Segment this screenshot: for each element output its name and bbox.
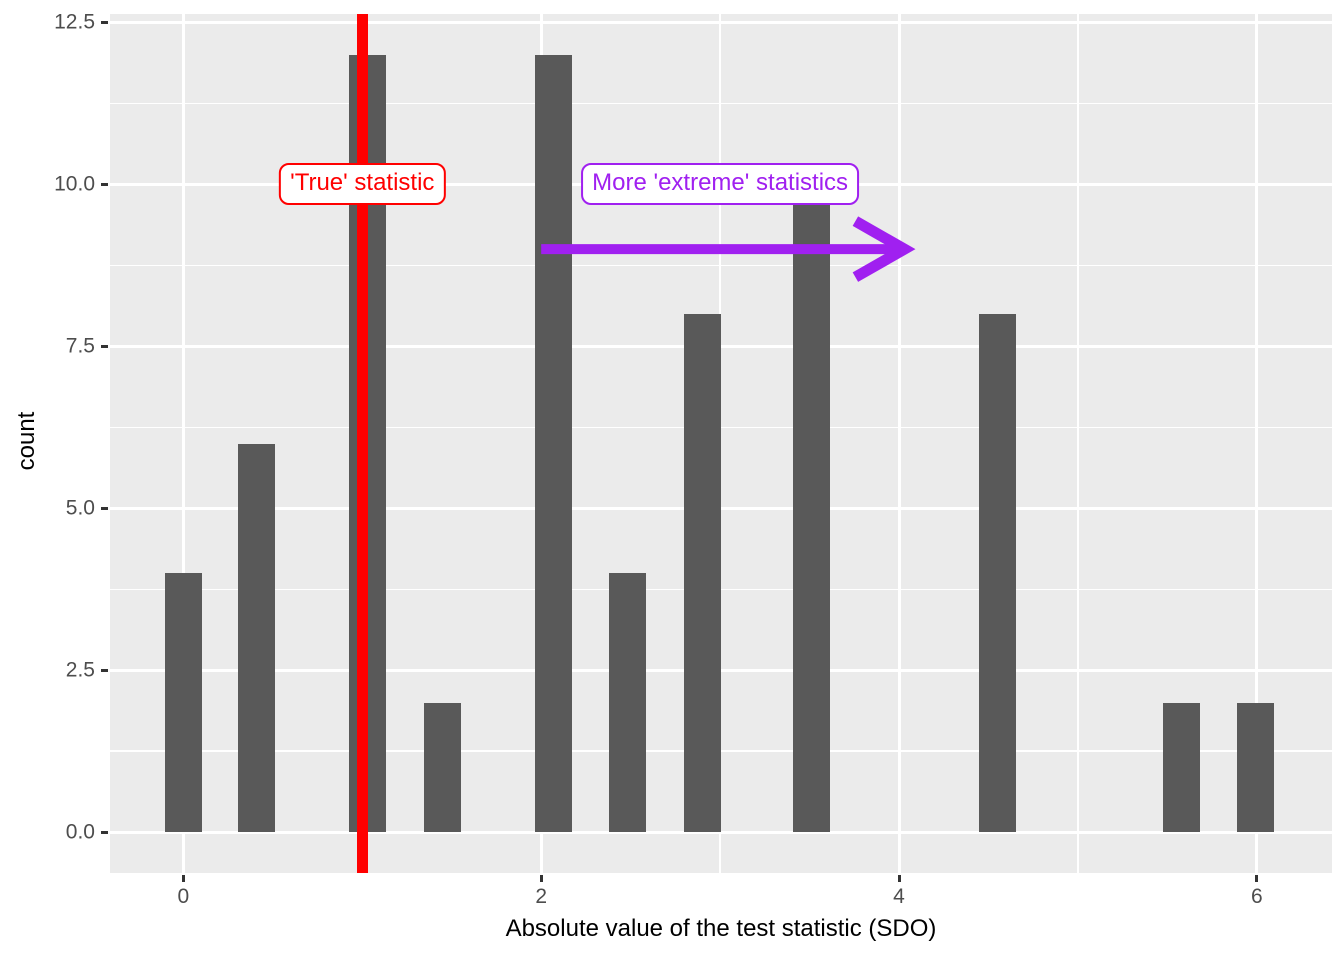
- y-tick-label: 5.0: [65, 496, 95, 520]
- x-tick-label: 6: [1251, 885, 1263, 908]
- histogram-bar: [424, 702, 462, 833]
- x-axis-tick: [1255, 875, 1259, 882]
- y-minor-gridline: [110, 264, 1332, 267]
- histogram-bar: [1163, 702, 1201, 833]
- y-axis-title: count: [12, 411, 40, 470]
- y-tick-label: 12.5: [54, 10, 95, 34]
- more-extreme-statistics-label-text: More 'extreme' statistics: [592, 169, 849, 197]
- x-major-gridline: [181, 14, 185, 873]
- x-axis-title: Absolute value of the test statistic (SD…: [505, 915, 937, 942]
- histogram-bar: [164, 573, 202, 833]
- x-tick-label: 2: [535, 885, 548, 908]
- y-minor-gridline: [110, 426, 1332, 429]
- y-axis-tick: [101, 506, 108, 510]
- y-axis-tick: [101, 668, 108, 672]
- y-axis-tick: [101, 830, 108, 834]
- x-axis-tick: [897, 875, 901, 882]
- histogram-bar: [683, 313, 721, 833]
- y-minor-gridline: [110, 102, 1332, 105]
- y-axis-tick: [101, 344, 108, 348]
- y-tick-label: 2.5: [65, 658, 95, 682]
- x-axis-tick: [539, 875, 543, 882]
- y-axis-tick: [101, 182, 108, 186]
- y-major-gridline: [110, 20, 1332, 24]
- y-major-gridline: [110, 344, 1332, 348]
- plot-panel: [110, 14, 1332, 873]
- y-major-gridline: [110, 668, 1332, 672]
- histogram-bar: [1236, 702, 1274, 833]
- more-extreme-statistics-label: More 'extreme' statistics: [581, 163, 860, 206]
- true-statistic-vline: [356, 14, 368, 873]
- y-minor-gridline: [110, 750, 1332, 752]
- y-minor-gridline: [110, 588, 1332, 590]
- true-statistic-label: 'True' statistic: [279, 163, 446, 206]
- y-axis-tick: [101, 20, 108, 24]
- x-tick-label: 0: [177, 885, 190, 908]
- y-major-gridline: [110, 830, 1332, 834]
- x-major-gridline: [1255, 14, 1259, 873]
- histogram-bar: [535, 54, 573, 833]
- histogram-bar: [238, 443, 276, 833]
- y-tick-label: 0.0: [65, 820, 95, 844]
- histogram-bar: [608, 573, 646, 833]
- histogram-bar: [978, 313, 1016, 833]
- y-tick-label: 10.0: [54, 172, 95, 196]
- histogram-bar: [792, 184, 830, 833]
- x-tick-label: 4: [893, 885, 905, 908]
- true-statistic-label-text: 'True' statistic: [290, 169, 435, 197]
- y-tick-label: 7.5: [65, 334, 95, 358]
- y-major-gridline: [110, 506, 1332, 510]
- x-axis-tick: [181, 875, 185, 882]
- x-minor-gridline: [1077, 14, 1079, 873]
- x-major-gridline: [897, 14, 901, 873]
